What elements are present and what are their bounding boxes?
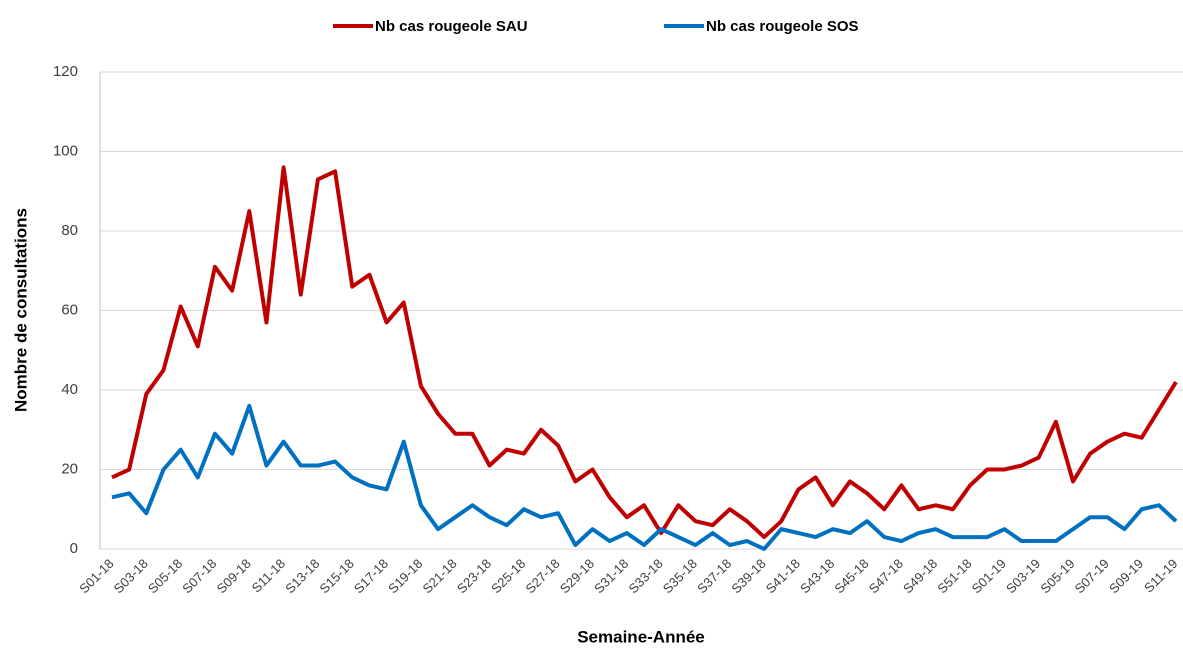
x-tick-label: S21-18 (420, 556, 460, 596)
series-line (111, 165, 1178, 540)
x-tick-label: S37-18 (694, 556, 734, 596)
x-tick-label: S45-18 (831, 556, 871, 596)
x-tick-label: S01-19 (969, 556, 1009, 596)
x-tick-label: S11-18 (249, 556, 289, 596)
x-tick-label: S43-18 (797, 556, 837, 596)
x-tick-label: S07-19 (1072, 556, 1112, 596)
y-tick-label: 100 (53, 142, 78, 159)
x-tick-label: S27-18 (522, 556, 562, 596)
y-tick-label: 120 (53, 63, 78, 80)
x-tick-label: S25-18 (488, 556, 528, 596)
x-tick-label: S39-18 (728, 556, 768, 596)
legend-label: Nb cas rougeole SOS (706, 18, 859, 35)
y-tick-label: 20 (61, 460, 78, 477)
x-tick-label: S05-18 (145, 556, 185, 596)
x-tick-label: S23-18 (454, 556, 494, 596)
y-tick-label: 80 (61, 222, 78, 239)
y-tick-label: 60 (61, 301, 78, 318)
legend-label: Nb cas rougeole SAU (375, 18, 528, 35)
x-tick-label: S13-18 (282, 556, 322, 596)
x-tick-label: S15-18 (317, 556, 357, 596)
x-tick-label: S07-18 (179, 556, 219, 596)
x-tick-label: S47-18 (866, 556, 906, 596)
y-axis-title: Nombre de consultations (11, 208, 30, 412)
series-line (111, 403, 1178, 551)
x-tick-label: S05-19 (1037, 556, 1077, 596)
x-tick-label: S17-18 (351, 556, 391, 596)
x-tick-label: S09-18 (214, 556, 254, 596)
x-tick-label: S03-19 (1003, 556, 1043, 596)
x-tick-label: S33-18 (625, 556, 665, 596)
y-tick-label: 40 (61, 381, 78, 398)
x-tick-label: S31-18 (591, 556, 631, 596)
x-tick-label: S09-19 (1106, 556, 1146, 596)
x-tick-label: S41-18 (763, 556, 803, 596)
x-axis-title: Semaine-Année (577, 627, 705, 646)
x-tick-label: S29-18 (557, 556, 597, 596)
x-tick-label: S35-18 (660, 556, 700, 596)
x-tick-label: S11-19 (1141, 556, 1181, 596)
y-tick-label: 0 (70, 540, 78, 557)
x-tick-label: S49-18 (900, 556, 940, 596)
x-tick-label: S51-18 (934, 556, 974, 596)
x-tick-label: S01-18 (76, 556, 116, 596)
x-tick-label: S19-18 (385, 556, 425, 596)
x-tick-label: S03-18 (111, 556, 151, 596)
